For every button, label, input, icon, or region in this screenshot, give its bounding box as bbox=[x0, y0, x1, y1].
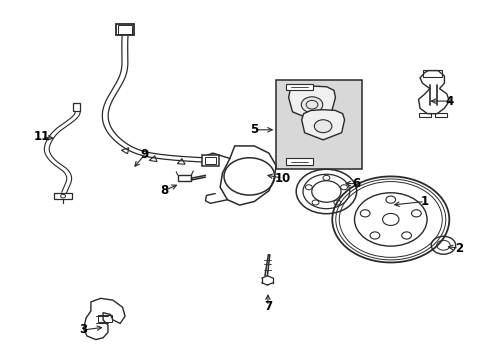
Text: 7: 7 bbox=[264, 300, 271, 313]
Text: 8: 8 bbox=[160, 184, 168, 197]
Polygon shape bbox=[301, 110, 344, 140]
Text: 9: 9 bbox=[140, 148, 148, 161]
Bar bbox=[98, 315, 112, 322]
Bar bbox=[177, 175, 191, 181]
Text: 3: 3 bbox=[80, 323, 87, 336]
Bar bbox=[204, 157, 216, 164]
Polygon shape bbox=[288, 86, 335, 120]
Text: 2: 2 bbox=[454, 242, 462, 255]
Text: 1: 1 bbox=[420, 195, 428, 208]
Circle shape bbox=[301, 97, 322, 113]
Bar bbox=[201, 154, 219, 166]
Bar bbox=[73, 103, 80, 111]
Text: 10: 10 bbox=[274, 172, 290, 185]
Text: 11: 11 bbox=[34, 130, 50, 144]
Text: 6: 6 bbox=[352, 177, 360, 190]
Bar bbox=[276, 80, 361, 169]
Bar bbox=[116, 24, 134, 35]
Bar bbox=[434, 113, 446, 117]
Bar bbox=[54, 193, 72, 199]
Text: 4: 4 bbox=[444, 95, 452, 108]
Bar bbox=[423, 69, 441, 77]
Bar bbox=[118, 25, 132, 34]
Text: 5: 5 bbox=[250, 123, 258, 136]
Bar bbox=[285, 84, 312, 90]
Bar bbox=[418, 113, 430, 117]
Circle shape bbox=[314, 120, 331, 133]
Bar bbox=[285, 158, 312, 165]
